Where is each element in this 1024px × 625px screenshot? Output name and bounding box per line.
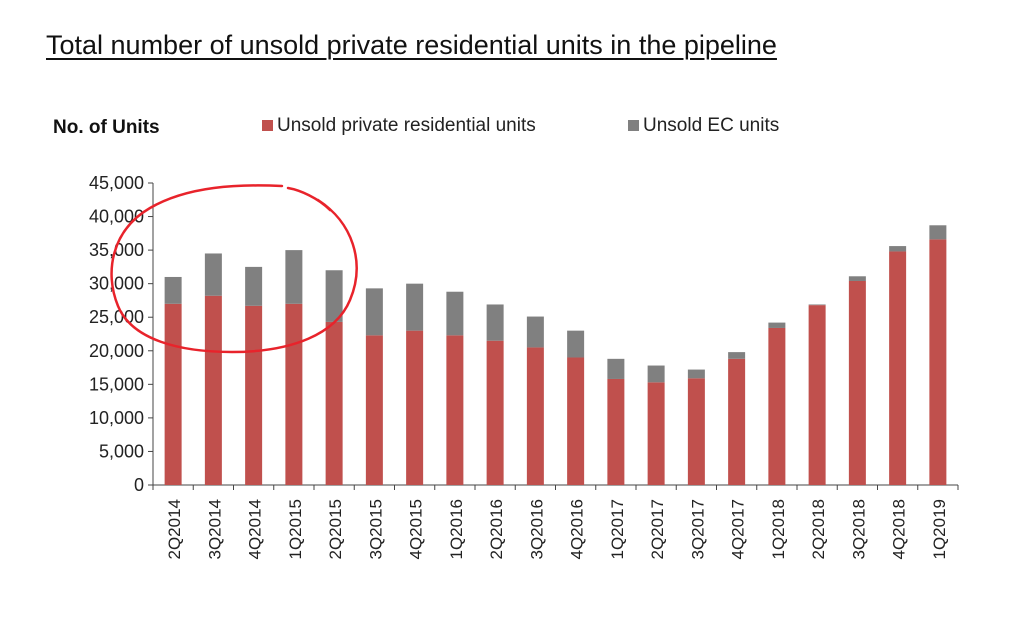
bar-private-segment [768, 327, 786, 485]
x-tick-label: 2Q2017 [648, 499, 667, 560]
bar-private-segment [486, 340, 504, 485]
x-tick-label: 3Q2017 [688, 499, 707, 560]
bar-ec-segment [365, 288, 383, 336]
bar-private-segment [245, 305, 263, 485]
bar-ec-segment [245, 266, 263, 306]
x-tick-label: 4Q2015 [407, 499, 426, 560]
bar-ec-segment [325, 270, 343, 322]
bar-private-segment [929, 239, 947, 485]
bar-ec-segment [808, 304, 826, 306]
bar-private-segment [808, 305, 826, 485]
bar-ec-segment [848, 276, 866, 281]
bar-ec-segment [406, 283, 424, 331]
bar-private-segment [848, 280, 866, 485]
y-tick-label: 30,000 [89, 274, 144, 294]
y-tick-label: 5,000 [99, 441, 144, 461]
x-tick-label: 2Q2016 [487, 499, 506, 560]
bar-ec-segment [607, 358, 625, 379]
bar-private-segment [687, 378, 705, 485]
y-tick-label: 20,000 [89, 341, 144, 361]
x-tick-label: 3Q2018 [849, 499, 868, 560]
bar-private-segment [889, 251, 907, 485]
bar-private-segment [325, 321, 343, 485]
annotation-circle [110, 184, 358, 354]
page-title: Total number of unsold private residenti… [46, 30, 777, 60]
x-tick-label: 2Q2015 [326, 499, 345, 560]
bar-ec-segment [446, 291, 464, 336]
bar-private-segment [365, 335, 383, 485]
x-tick-label: 1Q2016 [447, 499, 466, 560]
bar-ec-segment [929, 225, 947, 240]
y-tick-label: 45,000 [89, 173, 144, 193]
tick-labels: 05,00010,00015,00020,00025,00030,00035,0… [53, 117, 949, 560]
bar-ec-segment [486, 304, 504, 341]
bar-ec-segment [285, 250, 303, 304]
bar-private-segment [164, 303, 182, 485]
x-tick-label: 1Q2019 [930, 499, 949, 560]
y-tick-label: 40,000 [89, 207, 144, 227]
bars [164, 225, 947, 485]
legend-swatch [262, 120, 273, 131]
x-tick-label: 1Q2017 [608, 499, 627, 560]
bar-ec-segment [164, 276, 182, 304]
legend-swatch [628, 120, 639, 131]
bar-private-segment [607, 378, 625, 485]
bar-private-segment [204, 295, 222, 485]
bar-ec-segment [728, 352, 746, 359]
bar-private-segment [728, 358, 746, 485]
x-tick-label: 2Q2018 [809, 499, 828, 560]
x-tick-label: 1Q2018 [769, 499, 788, 560]
bar-private-segment [446, 335, 464, 485]
y-tick-label: 15,000 [89, 374, 144, 394]
bar-ec-segment [687, 369, 705, 379]
legend: Unsold private residential units Unsold E… [262, 115, 779, 136]
bar-ec-segment [647, 365, 665, 383]
y-axis-title: No. of Units [53, 117, 160, 138]
bar-ec-segment [204, 253, 222, 296]
bar-private-segment [526, 347, 544, 485]
x-tick-label: 3Q2016 [527, 499, 546, 560]
x-tick-label: 4Q2014 [246, 499, 265, 560]
bar-private-segment [406, 330, 424, 485]
x-tick-label: 1Q2015 [286, 499, 305, 560]
bar-private-segment [647, 382, 665, 485]
bar-private-segment [567, 357, 585, 485]
bar-private-segment [285, 303, 303, 485]
axes [148, 182, 959, 490]
y-tick-label: 0 [134, 475, 144, 495]
legend-label: Unsold private residential units [277, 115, 536, 136]
x-tick-label: 3Q2015 [366, 499, 385, 560]
legend-label: Unsold EC units [643, 115, 779, 136]
bar-ec-segment [526, 316, 544, 348]
bar-ec-segment [889, 246, 907, 252]
y-tick-label: 25,000 [89, 307, 144, 327]
x-tick-label: 2Q2014 [165, 499, 184, 560]
x-tick-label: 4Q2016 [568, 499, 587, 560]
x-tick-label: 4Q2018 [890, 499, 909, 560]
x-tick-label: 3Q2014 [205, 499, 224, 560]
x-tick-label: 4Q2017 [729, 499, 748, 560]
bar-ec-segment [768, 322, 786, 328]
y-tick-label: 10,000 [89, 408, 144, 428]
bar-ec-segment [567, 330, 585, 358]
